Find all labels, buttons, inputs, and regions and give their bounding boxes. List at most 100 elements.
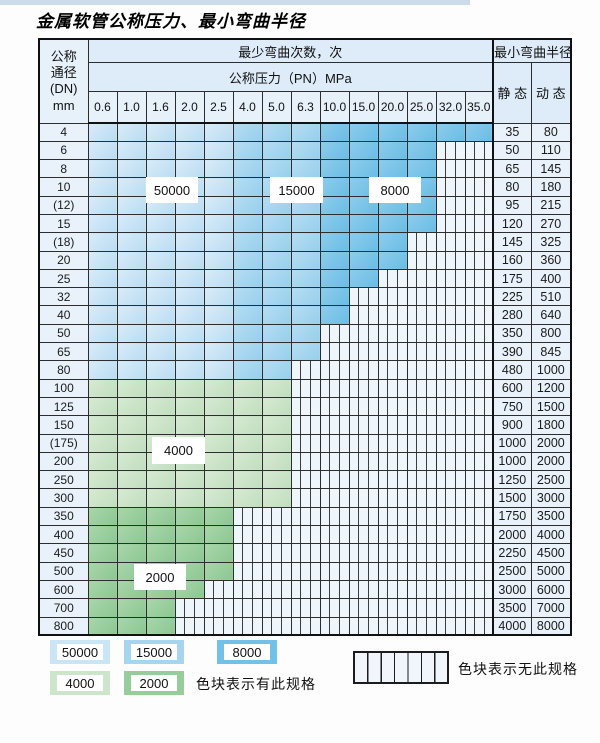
spec-available-cell [377,213,408,234]
no-spec-cell [406,579,437,600]
no-spec-cell [435,342,466,362]
spec-available-cell [261,287,292,307]
scan-artifact-strip [0,0,470,5]
spec-available-cell [261,159,292,179]
spec-available-cell [116,378,147,398]
dn-cell: 600 [38,579,89,600]
spec-available-cell [232,323,263,344]
static-radius-cell: 3500 [492,598,532,618]
header-row-1: 公称 通径 (DN) mm 最少弯曲次数，次 最小弯曲半径 [38,38,572,124]
no-spec-cell [377,378,408,398]
static-radius-cell: 65 [492,159,532,179]
header-row-2: 公称压力（PN）MPa 静 态 动 态 [39,62,572,124]
no-spec-cell [435,396,466,417]
spec-available-cell [290,305,321,325]
spec-available-cell [203,268,234,289]
spec-available-cell [203,323,234,344]
no-spec-cell [464,433,494,453]
spec-available-cell [116,470,147,490]
spec-available-cell [87,561,118,581]
dynamic-radius-cell: 270 [530,213,572,234]
no-spec-cell [435,213,466,234]
spec-available-cell [87,159,118,179]
static-radius-cell: 160 [492,250,532,270]
no-spec-cell [406,488,437,508]
table-row: 8 65 145 [38,159,572,179]
no-spec-cell [406,451,437,472]
dn-header-line: (DN) [50,81,78,97]
spec-available-cell [87,305,118,325]
spec-available-cell [87,525,118,545]
spec-available-cell [145,470,176,490]
no-spec-cell [348,415,379,435]
spec-available-cell [116,287,147,307]
spec-available-cell [145,342,176,362]
dn-cell: 65 [38,342,89,362]
spec-available-cell [406,159,437,179]
no-spec-cell [464,598,494,618]
no-spec-cell [464,470,494,490]
no-spec-cell [406,433,437,453]
dn-cell: 250 [38,470,89,490]
spec-available-cell [232,433,263,453]
spec-available-cell [348,122,379,142]
spec-available-cell [87,268,118,289]
dynamic-radius-cell: 400 [530,268,572,289]
legend-label-50000: 50000 [57,644,103,660]
table-row: 800 4000 8000 [38,616,572,636]
no-spec-cell [464,360,494,380]
pressure-column-header: 1.6 [145,91,176,124]
spec-available-cell [145,525,176,545]
spec-available-cell [116,451,147,472]
spec-available-cell [87,415,118,435]
spec-available-cell [290,287,321,307]
pressure-column-header: 1.0 [116,91,147,124]
no-spec-cell [435,195,466,215]
static-radius-cell: 480 [492,360,532,380]
no-spec-cell [464,250,494,270]
spec-available-cell [377,140,408,161]
spec-available-cell [406,140,437,161]
no-spec-cell [319,342,350,362]
no-spec-cell [435,232,466,252]
no-spec-cell [435,378,466,398]
spec-available-cell [203,415,234,435]
dynamic-radius-cell: 80 [530,122,572,142]
static-radius-cell: 1000 [492,451,532,472]
spec-available-cell [145,488,176,508]
spec-available-cell [174,250,205,270]
spec-available-cell [87,213,118,234]
no-spec-cell [348,323,379,344]
no-spec-cell [348,616,379,636]
spec-available-cell [203,433,234,453]
spec-available-cell [319,177,350,197]
spec-available-cell [145,140,176,161]
legend-swatch-2000: 2000 [124,671,184,695]
no-spec-cell [464,287,494,307]
spec-available-cell [87,488,118,508]
zone-label-4000: 4000 [152,437,205,464]
static-radius-cell: 1000 [492,433,532,453]
static-radius-cell: 95 [492,195,532,215]
no-spec-cell [464,525,494,545]
dn-header-line: 公称 [50,48,77,64]
spec-available-cell [174,470,205,490]
spec-available-cell [377,159,408,179]
static-radius-cell: 750 [492,396,532,417]
dn-cell: 10 [38,177,89,197]
dn-cell: 32 [38,287,89,307]
no-spec-cell [319,470,350,490]
dynamic-radius-cell: 7000 [530,598,572,618]
no-spec-cell [464,195,494,215]
no-spec-cell [377,268,408,289]
spec-available-cell [174,305,205,325]
pressure-column-header: 15.0 [348,91,379,124]
legend-swatch-50000: 50000 [50,640,110,664]
dynamic-radius-cell: 6000 [530,579,572,600]
spec-available-cell [203,287,234,307]
dynamic-radius-cell: 510 [530,287,572,307]
legend-swatch-4000: 4000 [50,671,110,695]
table-row: 32 225 510 [38,287,572,307]
no-spec-cell [464,396,494,417]
no-spec-cell [290,433,321,453]
